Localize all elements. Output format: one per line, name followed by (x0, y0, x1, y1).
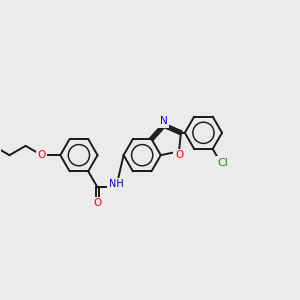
Text: O: O (38, 150, 46, 160)
Text: Cl: Cl (217, 158, 228, 168)
Text: N: N (160, 116, 168, 126)
Text: NH: NH (109, 179, 124, 189)
Text: O: O (175, 150, 183, 160)
Text: O: O (93, 198, 102, 208)
